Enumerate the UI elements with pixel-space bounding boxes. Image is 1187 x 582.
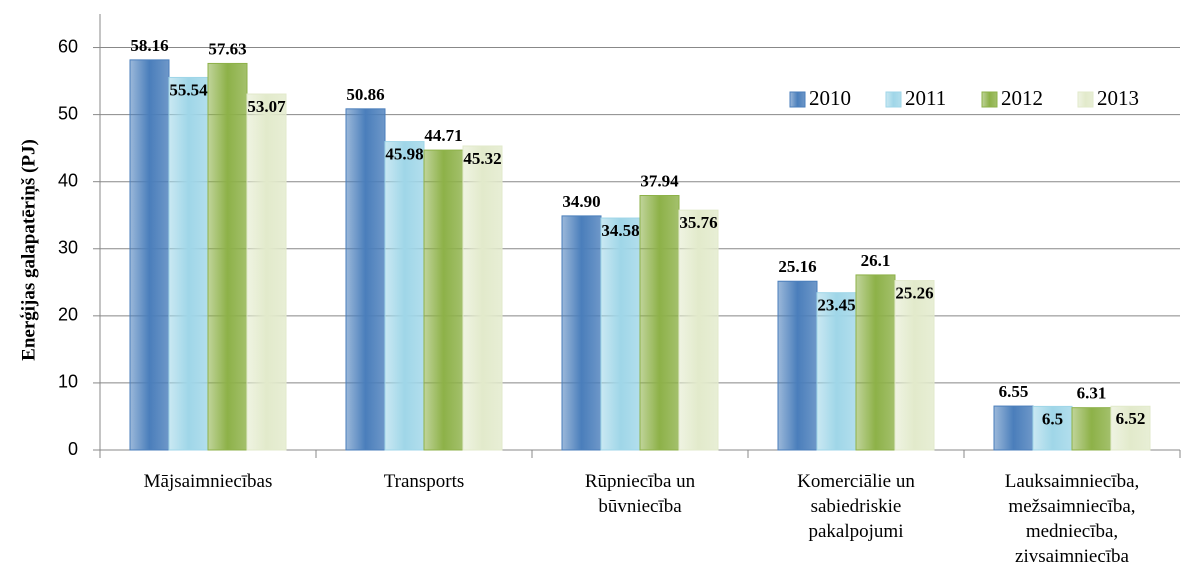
- x-tick-line: Rūpniecība un: [585, 471, 696, 492]
- bar: [129, 59, 170, 451]
- value-label: 23.45: [817, 296, 855, 315]
- x-tick-line: Komerciālie un: [797, 471, 915, 492]
- value-label: 6.31: [1077, 384, 1107, 403]
- x-tick-label: Mājsaimniecības: [144, 471, 273, 492]
- bar: [816, 292, 857, 451]
- x-tick-line: Lauksaimniecība,: [1005, 471, 1140, 492]
- value-label: 45.98: [385, 144, 423, 163]
- value-label: 34.90: [562, 192, 600, 211]
- legend-swatch: [981, 91, 998, 108]
- x-tick-label: Transports: [384, 471, 465, 492]
- y-tick-label: 40: [58, 170, 78, 190]
- value-label: 6.52: [1116, 409, 1146, 428]
- legend-label: 2012: [1001, 86, 1043, 110]
- value-label: 53.07: [247, 97, 286, 116]
- y-tick-label: 10: [58, 372, 78, 392]
- legend-label: 2010: [809, 86, 851, 110]
- bar: [993, 405, 1034, 451]
- bar: [561, 215, 602, 451]
- legend-swatch: [1077, 91, 1094, 108]
- x-tick-line: zivsaimniecība: [1015, 546, 1130, 567]
- legend-label: 2011: [905, 86, 946, 110]
- y-tick-label: 60: [58, 36, 78, 56]
- value-label: 35.76: [679, 213, 717, 232]
- y-tick-label: 30: [58, 238, 78, 258]
- y-axis-label: Enerģijas galapatēriņš (PJ): [18, 139, 39, 361]
- bar: [384, 141, 425, 451]
- value-label: 57.63: [208, 39, 246, 58]
- bar: [777, 280, 818, 451]
- bar: [639, 195, 680, 451]
- x-tick-label: Rūpniecība un būvniecība: [585, 471, 696, 517]
- value-label: 25.26: [895, 283, 933, 302]
- bar: [462, 145, 503, 451]
- legend-label: 2013: [1097, 86, 1139, 110]
- bar: [207, 62, 248, 451]
- bar: [168, 76, 209, 451]
- x-tick-line: sabiedriskie: [811, 496, 902, 517]
- x-tick-label: Lauksaimniecība, mežsaimniecība, medniecīb…: [1005, 471, 1140, 567]
- bar: [1032, 405, 1073, 451]
- y-tick-label: 50: [58, 103, 78, 123]
- value-label: 34.58: [601, 221, 639, 240]
- bar: [894, 280, 935, 451]
- x-tick-line: Transports: [384, 471, 465, 492]
- legend-swatch: [789, 91, 806, 108]
- bar: [246, 93, 287, 451]
- legend-swatch: [885, 91, 902, 108]
- y-tick-label: 20: [58, 305, 78, 325]
- bar: [1071, 407, 1112, 451]
- value-label: 6.55: [999, 382, 1029, 401]
- value-label: 6.5: [1042, 409, 1063, 428]
- y-tick-label: 0: [68, 439, 78, 459]
- value-label: 44.71: [424, 126, 462, 145]
- value-label: 37.94: [640, 171, 679, 190]
- value-label: 26.1: [861, 251, 891, 270]
- bar: [678, 209, 719, 451]
- x-tick-line: Mājsaimniecības: [144, 471, 273, 492]
- bar: [1110, 405, 1151, 451]
- x-tick-line: mežsaimniecība,: [1008, 496, 1135, 517]
- value-label: 25.16: [778, 257, 816, 276]
- x-tick-line: medniecība,: [1026, 521, 1118, 542]
- value-label: 50.86: [346, 85, 384, 104]
- x-tick-label: Komerciālie un sabiedriskie pakalpojumi: [797, 471, 915, 542]
- bar: [345, 108, 386, 451]
- x-tick-line: būvniecība: [598, 496, 682, 517]
- x-tick-line: pakalpojumi: [809, 521, 904, 542]
- bar: [600, 217, 641, 451]
- value-label: 58.16: [130, 36, 168, 55]
- value-label: 55.54: [169, 80, 208, 99]
- value-label: 45.32: [463, 149, 501, 168]
- bar: [855, 274, 896, 451]
- bar: [423, 149, 464, 451]
